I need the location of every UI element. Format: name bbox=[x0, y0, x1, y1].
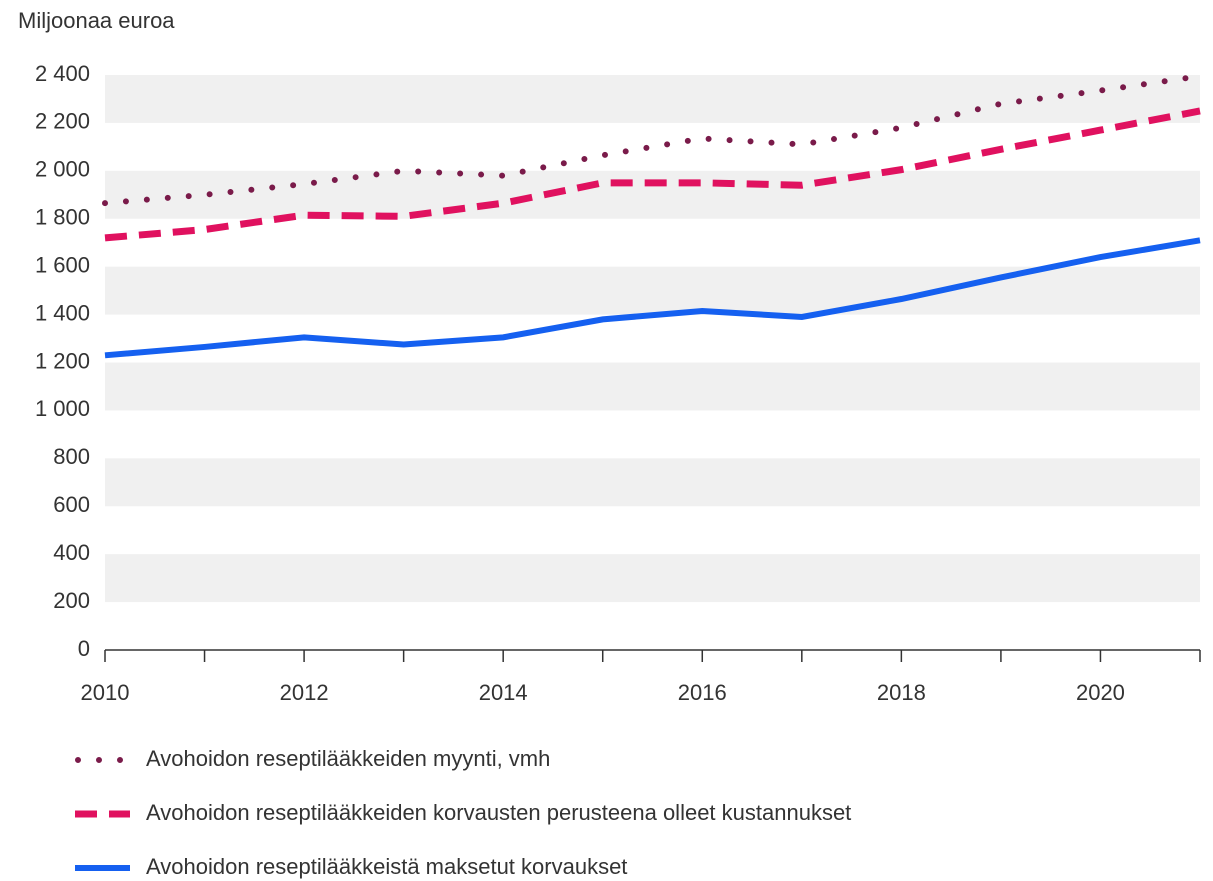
x-tick-label: 2020 bbox=[1076, 680, 1125, 705]
grid-band bbox=[105, 75, 1200, 123]
grid-band bbox=[105, 170, 1200, 219]
y-tick-label: 200 bbox=[53, 588, 90, 613]
y-tick-label: 2 000 bbox=[35, 157, 90, 182]
x-tick-label: 2010 bbox=[81, 680, 130, 705]
x-tick-label: 2018 bbox=[877, 680, 926, 705]
y-tick-label: 400 bbox=[53, 540, 90, 565]
grid-band bbox=[105, 554, 1200, 603]
legend-label: Avohoidon reseptilääkkeiden korvausten p… bbox=[146, 800, 851, 825]
legend-label: Avohoidon reseptilääkkeistä maksetut kor… bbox=[146, 854, 627, 879]
x-tick-label: 2012 bbox=[280, 680, 329, 705]
y-tick-label: 1 400 bbox=[35, 300, 90, 325]
y-tick-label: 2 400 bbox=[35, 61, 90, 86]
x-tick-label: 2016 bbox=[678, 680, 727, 705]
y-axis-label: Miljoonaa euroa bbox=[18, 8, 175, 33]
y-tick-label: 1 800 bbox=[35, 205, 90, 230]
grid-band bbox=[105, 362, 1200, 411]
y-tick-label: 1 200 bbox=[35, 348, 90, 373]
y-tick-label: 1 600 bbox=[35, 252, 90, 277]
grid-band bbox=[105, 266, 1200, 315]
y-tick-label: 600 bbox=[53, 492, 90, 517]
y-tick-label: 1 000 bbox=[35, 396, 90, 421]
y-tick-label: 0 bbox=[78, 636, 90, 661]
grid-band bbox=[105, 458, 1200, 507]
line-series bbox=[104, 237, 1201, 359]
y-tick-label: 2 200 bbox=[35, 109, 90, 134]
x-tick-label: 2014 bbox=[479, 680, 528, 705]
line-series bbox=[104, 107, 1201, 242]
y-tick-label: 800 bbox=[53, 444, 90, 469]
line-series bbox=[102, 73, 1203, 207]
legend-label: Avohoidon reseptilääkkeiden myynti, vmh bbox=[146, 746, 550, 771]
